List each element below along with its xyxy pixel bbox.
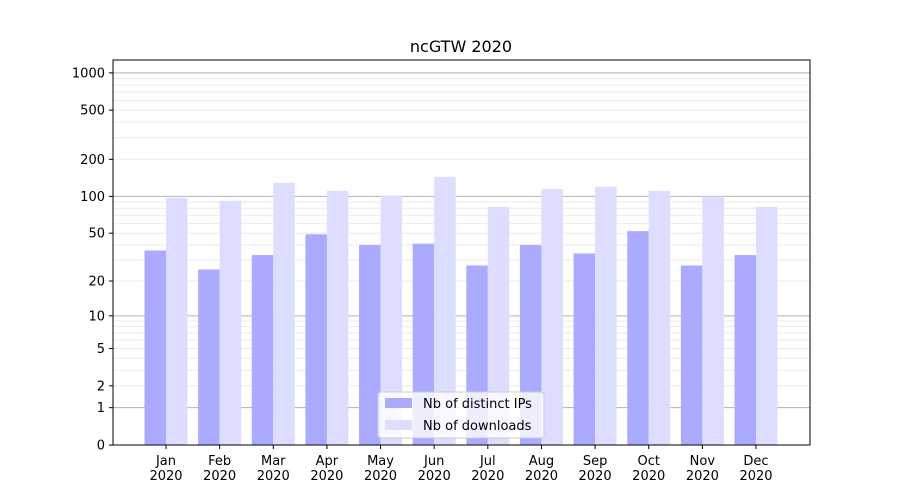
bar-distinct-ips-3 [251, 255, 274, 445]
y-tick-label: 1000 [72, 66, 105, 81]
legend-swatch-downloads [385, 420, 412, 430]
x-tick-label: Sep 2020 [579, 454, 612, 484]
x-tick-label: Oct 2020 [632, 454, 665, 484]
x-tick-label: Nov 2020 [686, 454, 719, 484]
legend-label-ips: Nb of distinct IPs [423, 397, 532, 412]
y-axis: 0 1 2 5 10 20 50 100 200 500 1000 [72, 66, 113, 454]
bar-downloads-12 [756, 206, 778, 445]
x-tick-label: Jan 2020 [149, 454, 182, 484]
bar-distinct-ips-11 [680, 265, 703, 445]
bar-downloads-7 [487, 206, 510, 445]
y-tick-label: 20 [88, 275, 105, 290]
bar-distinct-ips-9 [573, 253, 596, 445]
bar-downloads-5 [380, 195, 403, 445]
bar-downloads-8 [541, 188, 563, 445]
x-tick-label: May 2020 [364, 454, 397, 484]
x-tick-label: Aug 2020 [525, 454, 558, 484]
bar-downloads-1 [166, 198, 188, 445]
bar-distinct-ips-4 [305, 234, 327, 445]
x-tick-label: Jun 2020 [418, 454, 451, 484]
bar-downloads-2 [219, 200, 242, 445]
y-tick-label: 5 [97, 342, 105, 357]
bar-downloads-11 [702, 196, 724, 445]
y-tick-label: 50 [88, 227, 105, 242]
x-tick-label: Feb 2020 [203, 454, 236, 484]
legend: Nb of distinct IPs Nb of downloads [377, 391, 545, 439]
bar-distinct-ips-10 [627, 231, 649, 445]
y-tick-label: 1 [97, 401, 105, 416]
x-tick-label: Dec 2020 [739, 454, 772, 484]
y-tick-label: 200 [80, 153, 105, 168]
plot-frame [112, 59, 811, 446]
y-tick-label: 0 [97, 439, 105, 454]
x-tick-label: Apr 2020 [310, 454, 343, 484]
x-tick-label: Mar 2020 [257, 454, 290, 484]
y-tick-label: 500 [80, 104, 105, 119]
bar-distinct-ips-12 [734, 255, 756, 445]
bar-downloads-9 [595, 186, 617, 445]
bar-distinct-ips-5 [359, 244, 381, 445]
bar-downloads-3 [273, 182, 295, 445]
bar-distinct-ips-1 [144, 250, 166, 445]
bar-downloads-6 [434, 176, 456, 445]
bar-downloads-10 [648, 190, 671, 445]
y-tick-label: 2 [97, 379, 105, 394]
chart-title: ncGTW 2020 [410, 37, 512, 56]
y-tick-label: 100 [80, 190, 105, 205]
x-axis: Jan 2020 Feb 2020 Mar 2020 Apr 2020 May 2020 Jun 20… [149, 445, 773, 484]
y-tick-label: 10 [88, 309, 105, 324]
bar-distinct-ips-2 [198, 269, 220, 445]
legend-swatch-ips [385, 398, 412, 408]
x-tick-label: Jul 2020 [471, 454, 504, 484]
bar-downloads-4 [326, 190, 349, 445]
legend-label-downloads: Nb of downloads [423, 419, 532, 434]
